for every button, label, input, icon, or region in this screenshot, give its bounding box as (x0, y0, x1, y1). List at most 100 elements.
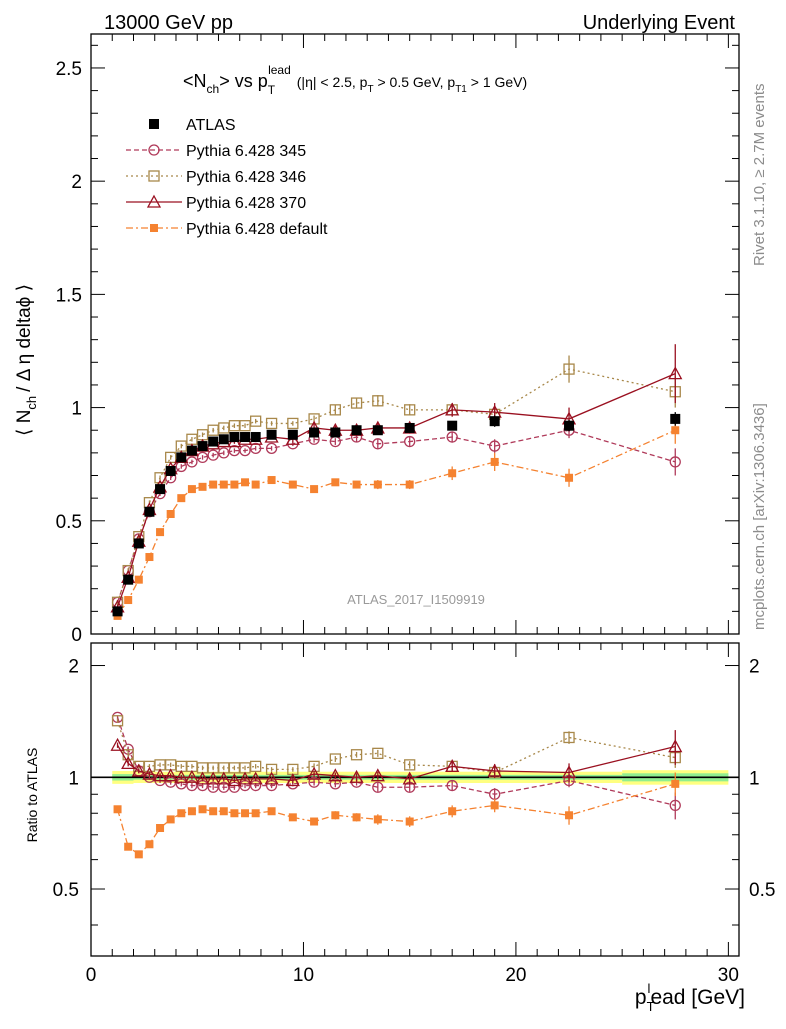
data-point-ratio (264, 771, 279, 785)
data-point-ratio (206, 771, 221, 785)
data-point-ratio (669, 799, 681, 812)
data-point-ratio (198, 805, 207, 814)
data-point-main (265, 417, 278, 430)
y-axis-label: ⟨ Nch/ Δ η deltaϕ ⟩ (14, 284, 39, 436)
data-point-ratio (402, 771, 417, 785)
data-point-ratio (248, 771, 263, 785)
data-point-ratio (487, 763, 502, 777)
data-point-main (250, 415, 262, 427)
data-point-ratio (310, 817, 319, 826)
x-tick-label: 30 (718, 965, 739, 986)
data-point-main (239, 444, 251, 457)
series-line-ratio (116, 783, 676, 856)
data-point-ratio (124, 842, 133, 851)
legend-marker (149, 119, 159, 129)
legend-marker (150, 224, 158, 232)
data-point-ratio (372, 781, 384, 793)
legend-label: Pythia 6.428 default (186, 221, 328, 238)
data-point-main (156, 528, 165, 537)
x-tick-label: 20 (505, 965, 526, 986)
data-point-main (288, 480, 297, 489)
data-point-ratio (187, 807, 196, 816)
data-point-main (489, 416, 500, 427)
data-point-main (166, 510, 175, 518)
data-point-ratio (370, 768, 385, 782)
data-point-main (670, 413, 681, 424)
data-point-main (310, 485, 319, 494)
series-line-ratio (116, 717, 676, 807)
data-point-main (287, 429, 298, 440)
data-point-ratio (561, 765, 577, 779)
data-point-ratio (209, 807, 218, 816)
data-point-ratio (111, 715, 124, 727)
data-point-main (669, 456, 681, 468)
data-point-ratio (565, 811, 574, 820)
legend-marker (148, 144, 160, 156)
series-line-main (116, 429, 676, 603)
data-point-ratio (328, 768, 343, 782)
data-point-main (124, 596, 133, 605)
data-point-ratio (237, 771, 253, 785)
data-point-main (447, 420, 458, 431)
analysis-watermark: ATLAS_2017_I1509919 (347, 592, 485, 607)
data-point-main (329, 404, 341, 416)
y-tick-label-main: 2 (71, 172, 82, 193)
data-point-main (448, 469, 457, 478)
legend-entry-4: Pythia 6.428 default (126, 221, 328, 238)
y-tick-label-main: 0 (71, 625, 82, 646)
data-point-ratio (152, 768, 168, 782)
data-point-main (563, 363, 575, 375)
data-point-ratio (121, 756, 136, 770)
data-point-ratio (373, 815, 382, 824)
data-point-main (145, 553, 154, 562)
header-left-label: 13000 GeV pp (104, 12, 233, 34)
data-point-main (123, 574, 134, 585)
data-point-main (241, 478, 250, 487)
data-point-main (266, 429, 277, 440)
data-point-ratio (131, 763, 146, 777)
data-point-main (208, 436, 219, 447)
data-point-main (251, 480, 260, 489)
data-point-ratio (350, 749, 363, 761)
data-point-ratio (331, 811, 340, 820)
data-point-main (564, 420, 575, 431)
data-point-main (404, 404, 416, 416)
data-point-ratio (177, 809, 186, 818)
data-point-ratio (285, 773, 300, 787)
data-point-main (198, 482, 207, 491)
data-point-ratio (163, 768, 178, 782)
y-tick-label-main: 2.5 (56, 59, 82, 80)
data-point-main (352, 480, 361, 489)
legend-entry-2: Pythia 6.428 346 (126, 169, 306, 186)
data-point-main (218, 434, 229, 445)
data-point-ratio (142, 766, 157, 780)
data-point-ratio (166, 815, 175, 824)
data-point-main (350, 397, 363, 409)
data-point-ratio (156, 824, 165, 833)
y-tick-label-ratio: 0.5 (53, 880, 79, 901)
data-point-ratio (251, 809, 260, 818)
rivet-version-label: Rivet 3.1.10, ≥ 2.7M events (751, 84, 768, 267)
data-point-main (133, 538, 144, 549)
y-tick-label-main: 1.5 (56, 285, 82, 306)
data-point-main (309, 427, 320, 438)
data-point-main (165, 465, 176, 476)
data-point-ratio (110, 737, 125, 751)
data-point-ratio (288, 813, 297, 822)
x-axis-label: pTlead [GeV] (635, 981, 745, 1014)
plot-title: <Nch> vs pTlead(|η| < 2.5, pT > 0.5 GeV,… (183, 63, 527, 97)
data-point-ratio (134, 850, 143, 859)
y-tick-label-ratio-right: 0.5 (749, 880, 775, 901)
series-pythia-6-428-370 (110, 344, 683, 787)
data-point-main (490, 457, 499, 466)
data-point-main (250, 432, 261, 443)
data-point-ratio (349, 769, 364, 783)
data-point-ratio (446, 779, 458, 792)
data-point-main (250, 442, 262, 454)
data-point-main (230, 480, 239, 489)
legend-label: Pythia 6.428 346 (186, 169, 306, 186)
data-point-main (218, 447, 230, 459)
series-atlas (112, 412, 681, 617)
y-tick-label-ratio-right: 2 (749, 657, 760, 678)
data-point-ratio (405, 817, 414, 826)
